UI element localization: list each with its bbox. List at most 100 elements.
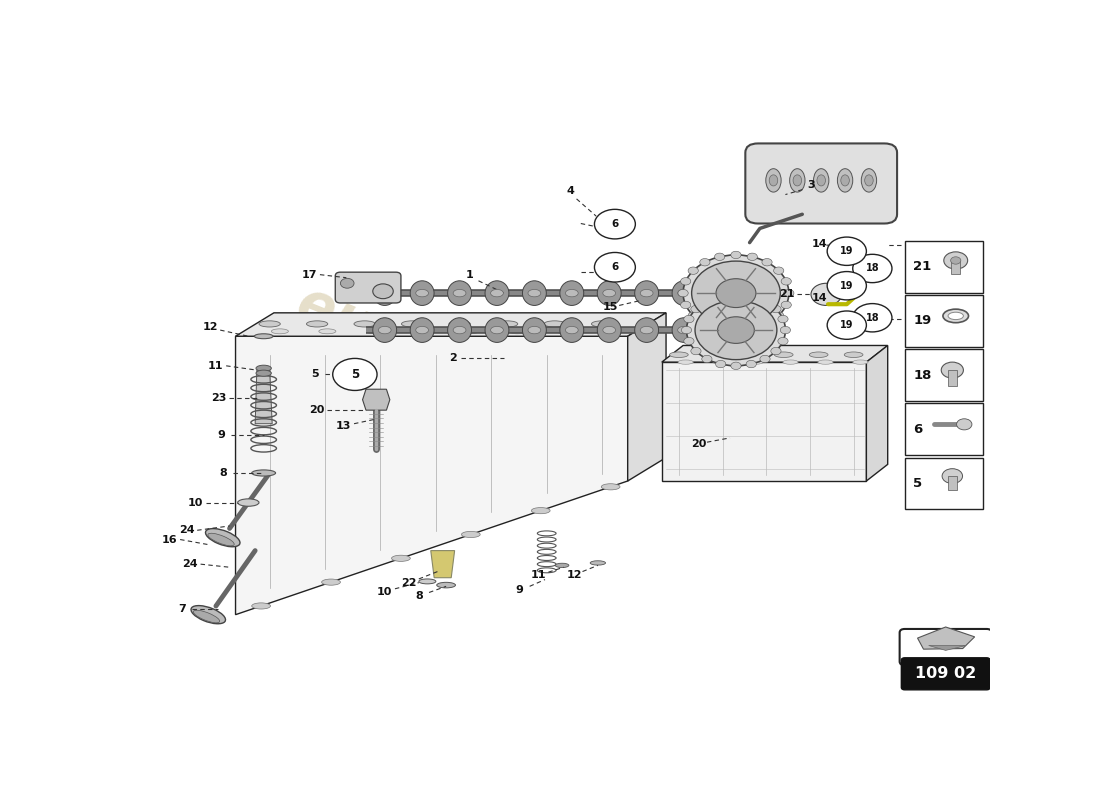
Text: 7: 7 (178, 603, 186, 614)
Text: 6: 6 (612, 219, 618, 229)
Circle shape (730, 328, 741, 335)
Ellipse shape (678, 326, 691, 334)
Circle shape (781, 278, 791, 285)
Ellipse shape (597, 318, 622, 342)
Polygon shape (662, 362, 867, 481)
Circle shape (702, 355, 712, 362)
Ellipse shape (604, 329, 620, 334)
Ellipse shape (865, 175, 873, 186)
Circle shape (716, 278, 756, 307)
Ellipse shape (840, 175, 849, 186)
Text: 12: 12 (566, 570, 582, 580)
Text: 19: 19 (840, 320, 854, 330)
FancyBboxPatch shape (746, 143, 898, 223)
Ellipse shape (354, 321, 375, 327)
Ellipse shape (790, 169, 805, 192)
FancyBboxPatch shape (901, 658, 990, 690)
Ellipse shape (640, 290, 653, 297)
Ellipse shape (672, 318, 696, 342)
Text: 16: 16 (162, 534, 178, 545)
Ellipse shape (485, 318, 509, 342)
Ellipse shape (448, 318, 472, 342)
Bar (948, 370, 957, 386)
Ellipse shape (670, 352, 689, 358)
Ellipse shape (206, 529, 240, 546)
Text: 1: 1 (466, 270, 474, 280)
Ellipse shape (591, 561, 605, 565)
Text: 8: 8 (415, 591, 422, 601)
Ellipse shape (238, 499, 258, 506)
Polygon shape (928, 646, 966, 650)
Ellipse shape (191, 606, 225, 624)
Ellipse shape (448, 281, 472, 306)
Ellipse shape (603, 326, 616, 334)
Ellipse shape (528, 290, 541, 297)
Ellipse shape (419, 579, 436, 584)
Polygon shape (363, 390, 389, 410)
Ellipse shape (704, 352, 723, 358)
Text: 18: 18 (866, 263, 879, 274)
Ellipse shape (710, 318, 734, 342)
Text: 14: 14 (812, 293, 827, 303)
Circle shape (852, 303, 892, 332)
Circle shape (684, 338, 694, 345)
Ellipse shape (769, 175, 778, 186)
Text: a passion for parts since 1985: a passion for parts since 1985 (339, 365, 618, 493)
Ellipse shape (410, 281, 435, 306)
Circle shape (778, 338, 788, 345)
Ellipse shape (416, 290, 429, 297)
Ellipse shape (321, 579, 340, 586)
Circle shape (681, 302, 691, 309)
Circle shape (683, 255, 789, 331)
Text: 5: 5 (311, 370, 319, 379)
Circle shape (747, 253, 758, 261)
Ellipse shape (635, 281, 659, 306)
Ellipse shape (597, 281, 622, 306)
Ellipse shape (560, 281, 584, 306)
Ellipse shape (491, 290, 504, 297)
Ellipse shape (557, 329, 573, 334)
Circle shape (746, 360, 757, 368)
Ellipse shape (410, 318, 435, 342)
Ellipse shape (462, 531, 481, 538)
Ellipse shape (713, 360, 728, 364)
Ellipse shape (491, 326, 504, 334)
Circle shape (686, 294, 785, 366)
Ellipse shape (449, 321, 471, 327)
Ellipse shape (252, 470, 276, 476)
Circle shape (783, 290, 794, 297)
Circle shape (746, 293, 757, 300)
Circle shape (717, 317, 755, 343)
Ellipse shape (208, 534, 234, 546)
Circle shape (594, 210, 636, 239)
Ellipse shape (852, 360, 868, 364)
Bar (948, 476, 957, 490)
Circle shape (747, 326, 758, 333)
Ellipse shape (194, 610, 220, 622)
Text: 24: 24 (179, 526, 195, 535)
Text: 13: 13 (337, 421, 352, 430)
Circle shape (950, 257, 960, 264)
Text: 12: 12 (202, 322, 218, 332)
Circle shape (702, 298, 712, 305)
Polygon shape (628, 313, 666, 481)
Ellipse shape (437, 582, 455, 588)
Circle shape (678, 290, 689, 297)
Circle shape (762, 258, 772, 266)
Text: 3: 3 (807, 180, 815, 190)
Circle shape (684, 315, 694, 322)
Ellipse shape (307, 321, 328, 327)
Bar (904, 241, 983, 293)
Bar (904, 458, 983, 510)
Text: 4: 4 (566, 186, 574, 197)
Ellipse shape (378, 290, 392, 297)
Circle shape (957, 418, 972, 430)
Ellipse shape (603, 290, 616, 297)
Circle shape (373, 284, 394, 298)
Circle shape (715, 253, 725, 261)
Circle shape (771, 347, 781, 354)
Ellipse shape (496, 321, 518, 327)
Ellipse shape (366, 329, 384, 334)
Text: 15: 15 (603, 302, 618, 312)
Circle shape (760, 298, 770, 305)
